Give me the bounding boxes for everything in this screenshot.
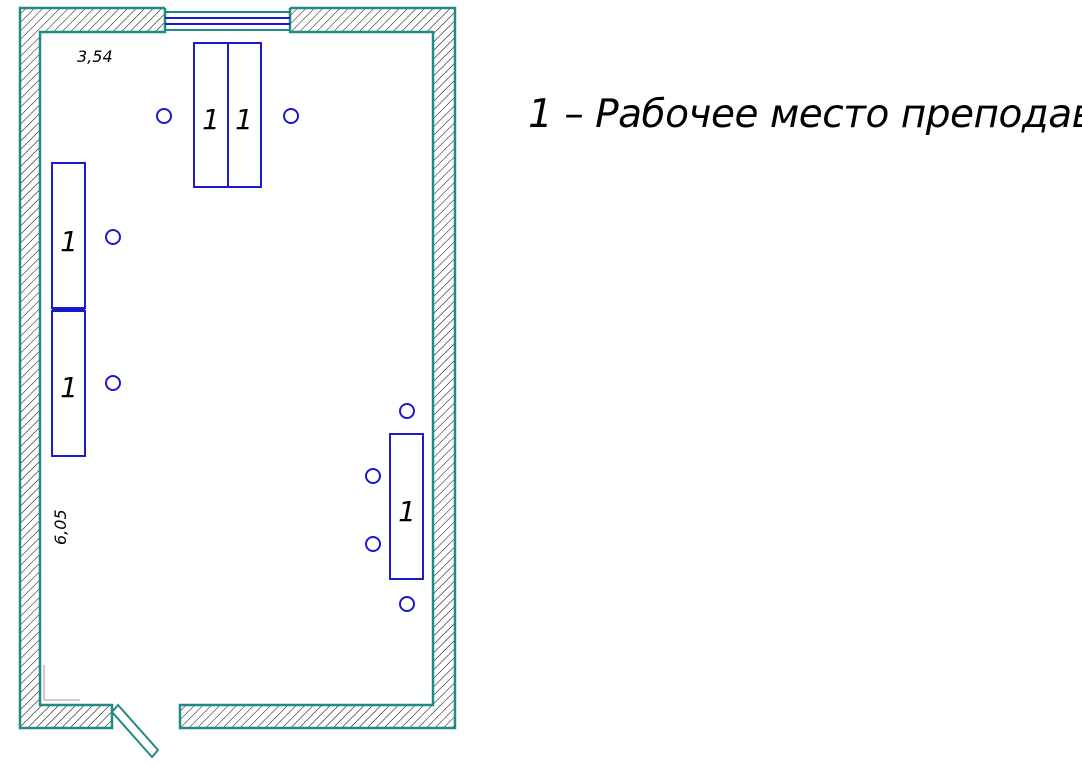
workplace-marker: 1 (398, 495, 416, 528)
length-dimension-label: 6,05 (51, 509, 70, 545)
walls (18, 6, 457, 730)
legend-text: 1 – Рабочее место преподавателя (528, 92, 1082, 137)
workplace-marker: 1 (60, 371, 78, 404)
workplace-marker: 1 (202, 103, 220, 136)
desk (51, 162, 86, 309)
furniture (51, 42, 424, 580)
chair (399, 596, 415, 612)
wall-top-left (20, 8, 165, 32)
chair (365, 468, 381, 484)
desk (389, 433, 424, 580)
chair (365, 536, 381, 552)
chair (105, 375, 121, 391)
chair (156, 108, 172, 124)
workplace-marker: 1 (60, 225, 78, 258)
window (165, 11, 290, 31)
desk (227, 42, 262, 188)
width-dimension-label: 3,54 (77, 47, 113, 66)
workplace-marker: 1 (235, 103, 253, 136)
wall-bottom-right (180, 705, 455, 728)
chair (283, 108, 299, 124)
wall-right (433, 8, 455, 728)
workplace-markers: 1 1 1 1 1 (60, 103, 416, 528)
wall-top-right (290, 8, 455, 32)
axis-hint (43, 665, 80, 701)
wall-left (20, 8, 40, 728)
wall-bottom-left (20, 705, 112, 728)
chair (105, 229, 121, 245)
chair (399, 403, 415, 419)
chairs (105, 108, 415, 612)
door (110, 703, 160, 759)
